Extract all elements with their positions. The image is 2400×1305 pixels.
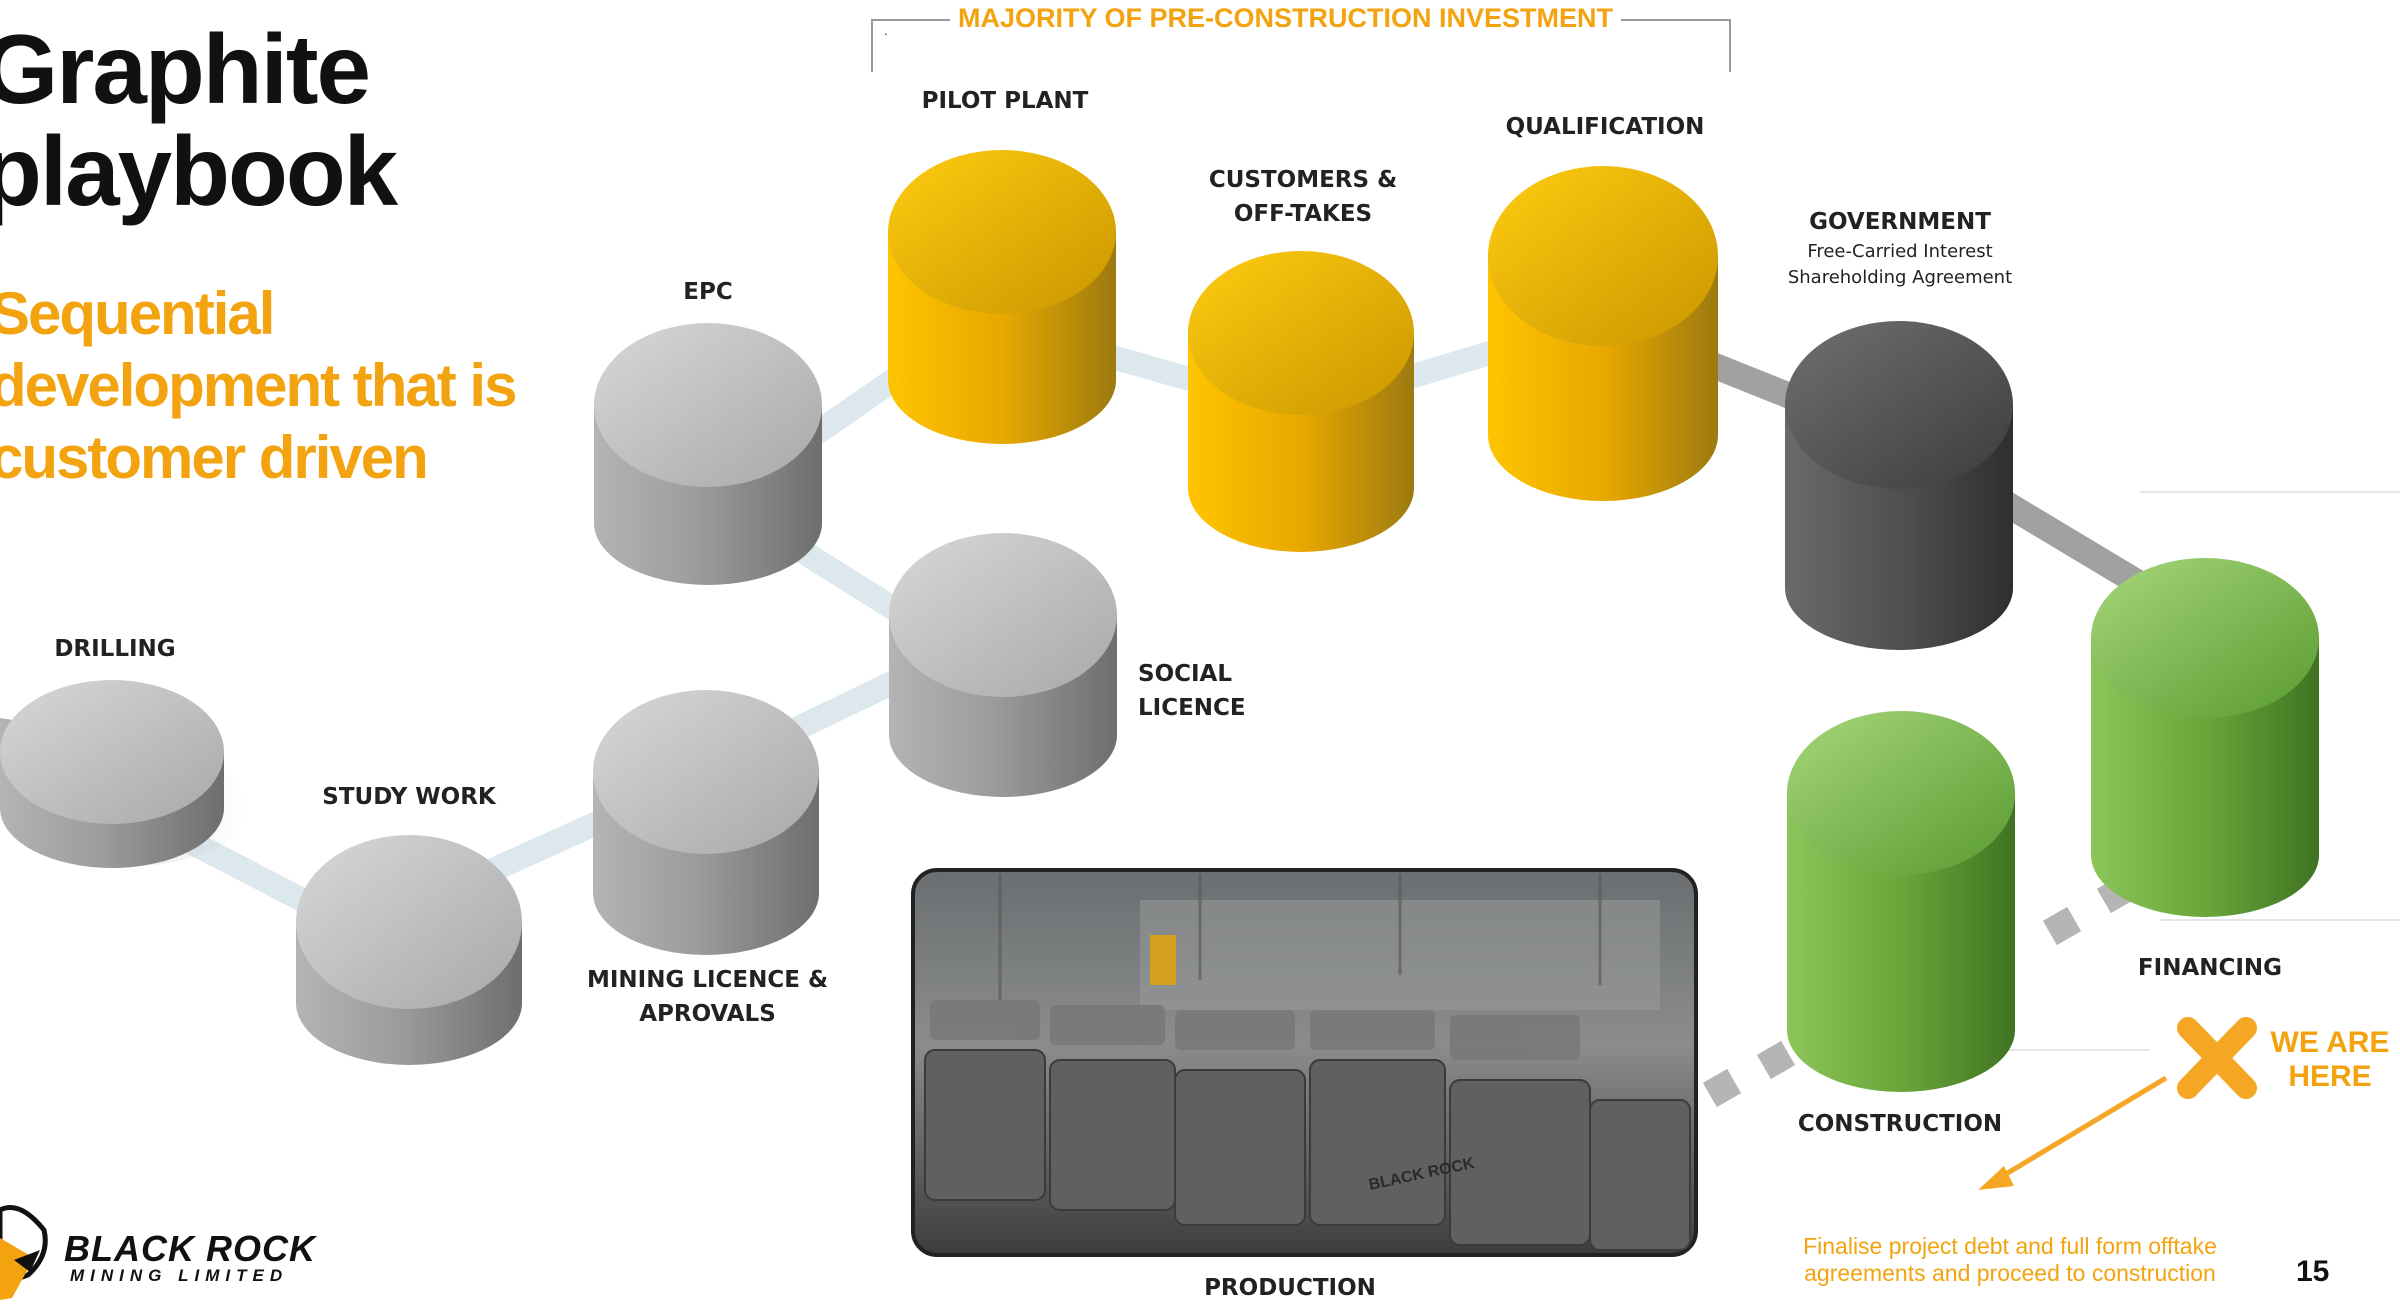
we-are-here-label: WE ARE HERE bbox=[2262, 1026, 2398, 1094]
cylinder-financing bbox=[2091, 558, 2319, 917]
logo-brand-name: BLACK ROCK bbox=[64, 1228, 316, 1269]
cylinder-construction bbox=[1787, 711, 2015, 1092]
label-government: GOVERNMENT Free-Carried Interest Shareho… bbox=[1760, 205, 2040, 291]
label-social-licence-line-2: LICENCE bbox=[1138, 695, 1246, 721]
label-mining-licence: MINING LICENCE & APROVALS bbox=[580, 963, 835, 1031]
label-government-title: GOVERNMENT bbox=[1809, 209, 1991, 235]
cylinder-drilling bbox=[0, 680, 247, 868]
page-subtitle: Sequential development that is customer … bbox=[0, 278, 517, 494]
cylinder-study-work bbox=[296, 835, 522, 1065]
subtitle-line-1: Sequential bbox=[0, 280, 275, 347]
arrow-to-note bbox=[1978, 1075, 2168, 1190]
cylinder-epc bbox=[594, 323, 822, 585]
we-are-here-marker bbox=[2177, 1017, 2257, 1099]
label-qualification: QUALIFICATION bbox=[1505, 114, 1705, 140]
label-study-work: STUDY WORK bbox=[322, 784, 496, 810]
label-construction: CONSTRUCTION bbox=[1797, 1111, 2003, 1137]
label-government-sub-2: Shareholding Agreement bbox=[1787, 267, 2013, 288]
cylinder-government bbox=[1785, 321, 2013, 650]
label-mining-licence-line-1: MINING LICENCE & bbox=[586, 967, 829, 993]
label-financing: FINANCING bbox=[2137, 955, 2283, 981]
title-line-1: Graphite bbox=[0, 14, 371, 124]
cylinder-qualification bbox=[1488, 166, 1718, 501]
cylinder-pilot-plant bbox=[888, 150, 1116, 444]
label-social-licence-line-1: SOCIAL bbox=[1138, 661, 1233, 687]
label-social-licence: SOCIAL LICENCE bbox=[1138, 657, 1246, 725]
label-customers-line-2: OFF-TAKES bbox=[1233, 201, 1373, 227]
label-drilling: DRILLING bbox=[54, 636, 176, 662]
label-epc: EPC bbox=[683, 279, 733, 305]
we-are-here-line-1: WE ARE bbox=[2270, 1026, 2390, 1059]
bracket-mark: . bbox=[884, 22, 888, 38]
subtitle-line-2: development that is bbox=[0, 352, 517, 419]
label-customers: CUSTOMERS & OFF-TAKES bbox=[1183, 163, 1423, 231]
subtitle-line-3: customer driven bbox=[0, 424, 429, 491]
cylinder-customers bbox=[1188, 251, 1414, 552]
label-government-sub-1: Free-Carried Interest bbox=[1807, 241, 1993, 262]
label-customers-line-1: CUSTOMERS & bbox=[1208, 167, 1398, 193]
page-number: 15 bbox=[2296, 1255, 2330, 1288]
label-mining-licence-line-2: APROVALS bbox=[639, 1001, 776, 1027]
we-are-here-line-2: HERE bbox=[2288, 1060, 2372, 1093]
next-step-note-line-2: agreements and proceed to construction bbox=[1804, 1260, 2216, 1286]
production-photo: BLACK ROCK bbox=[911, 868, 1698, 1257]
title-line-2: playbook bbox=[0, 116, 398, 226]
black-rock-logo-icon bbox=[0, 1205, 48, 1300]
company-logo: BLACK ROCK MINING LIMITED bbox=[64, 1228, 316, 1286]
label-pilot-plant: PILOT PLANT bbox=[921, 88, 1089, 114]
next-step-note-line-1: Finalise project debt and full form offt… bbox=[1803, 1233, 2217, 1259]
page-title: Graphite playbook bbox=[0, 14, 398, 226]
cylinder-mining-licence bbox=[593, 690, 819, 955]
bracket-label: MAJORITY OF PRE-CONSTRUCTION INVESTMENT bbox=[950, 3, 1622, 34]
label-production: PRODUCTION bbox=[1204, 1275, 1376, 1301]
cylinder-social-licence bbox=[889, 533, 1117, 797]
logo-brand-sub: MINING LIMITED bbox=[70, 1266, 289, 1285]
next-step-note: Finalise project debt and full form offt… bbox=[1760, 1233, 2260, 1287]
